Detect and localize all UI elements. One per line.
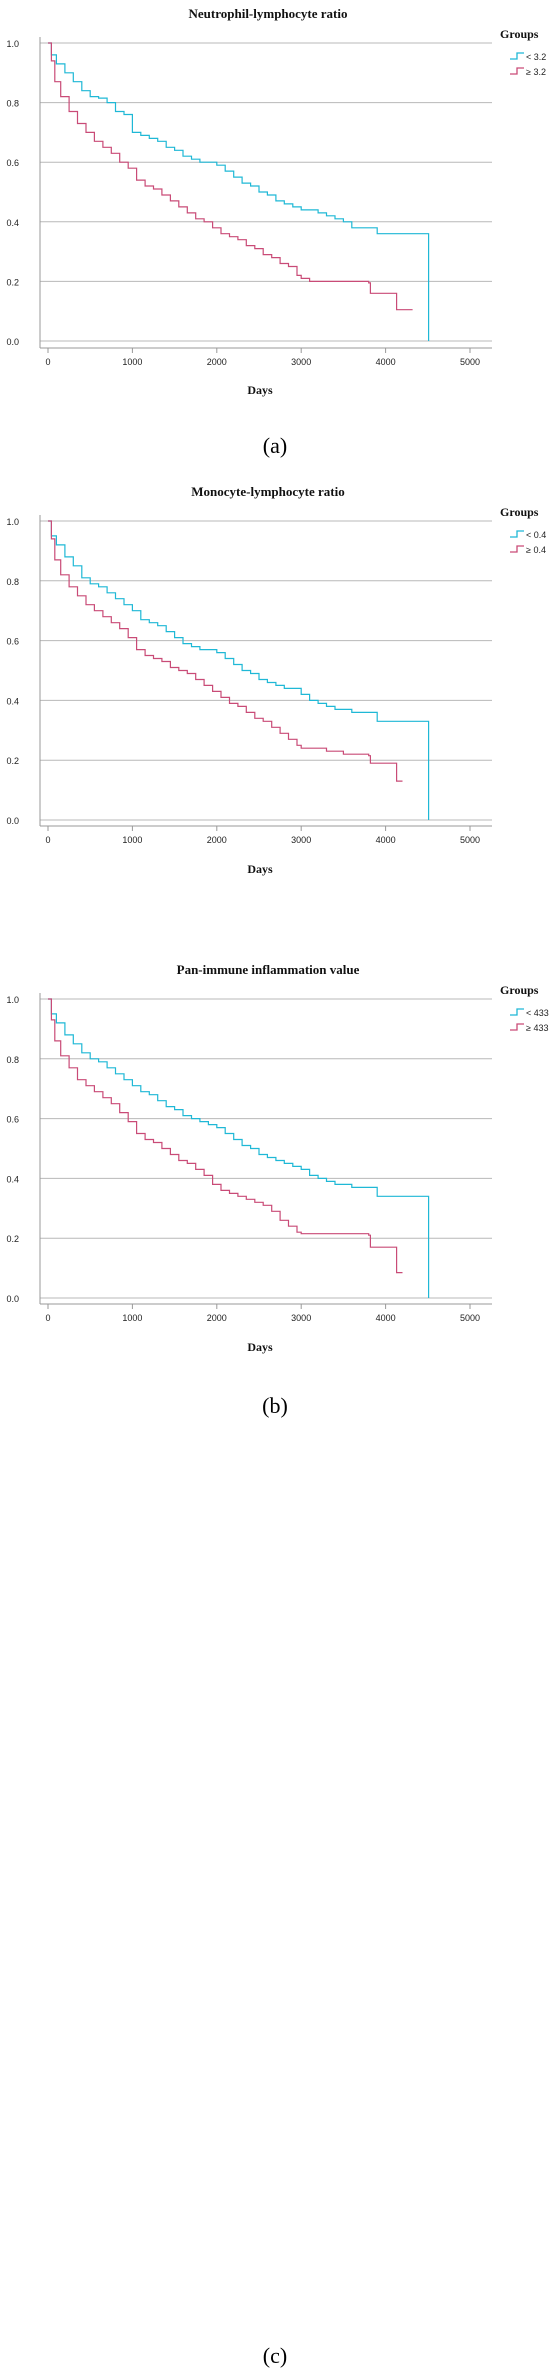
chart-title-c: Pan-immune inflammation value xyxy=(177,962,360,977)
y-tick-label: 0.6 xyxy=(6,637,19,647)
y-tick-label: 0.4 xyxy=(6,1174,19,1184)
legend-swatch xyxy=(510,530,524,538)
y-tick-label: 0.0 xyxy=(6,816,19,826)
x-tick-label: 5000 xyxy=(460,1313,480,1323)
legend-title: Groups xyxy=(500,505,539,519)
legend-label: ≥ 0.4 xyxy=(526,545,546,555)
panel-caption-b: (b) xyxy=(262,1393,288,1418)
km-chart-c: Pan-immune inflammation value 0.0 0.2 0.4 0.… xyxy=(6,962,549,1354)
legend-label: < 3.2 xyxy=(526,52,546,62)
legend-title: Groups xyxy=(500,27,539,41)
legend-swatch xyxy=(510,545,524,553)
y-tick-label: 0.8 xyxy=(6,99,19,109)
survival-curve-low xyxy=(48,42,430,341)
x-axis-label: Days xyxy=(247,862,273,876)
y-tick-label: 0.8 xyxy=(6,577,19,587)
legend-swatch xyxy=(510,1023,524,1031)
x-tick-label: 0 xyxy=(45,835,50,845)
legend-title: Groups xyxy=(500,983,539,997)
y-tick-label: 1.0 xyxy=(6,39,19,49)
x-tick-label: 4000 xyxy=(376,357,396,367)
x-tick-label: 5000 xyxy=(460,835,480,845)
panel-caption-c: (c) xyxy=(262,2343,288,2368)
x-tick-label: 2000 xyxy=(207,357,227,367)
y-tick-label: 0.2 xyxy=(6,756,19,766)
x-tick-label: 0 xyxy=(45,1313,50,1323)
x-axis-label: Days xyxy=(247,1340,273,1354)
km-panel-c: Pan-immune inflammation value 0.0 0.2 0.4 0.… xyxy=(0,956,550,2368)
survival-curve-low xyxy=(48,998,430,1298)
x-tick-label: 3000 xyxy=(291,835,311,845)
legend-swatch xyxy=(510,1008,524,1016)
x-axis-label: Days xyxy=(247,383,273,397)
y-tick-label: 0.2 xyxy=(6,1234,19,1244)
chart-title-a: Neutrophil-lymphocyte ratio xyxy=(189,6,348,21)
km-panel-a: Neutrophil-lymphocyte ratio 0.0 0.2 0.4 0.6 0… xyxy=(0,0,550,458)
km-chart-b: Monocyte-lymphocyte ratio 0.0 0.2 0.4 0.6 0.8… xyxy=(6,484,546,876)
survival-curve-low xyxy=(48,520,430,820)
x-tick-label: 1000 xyxy=(122,835,142,845)
legend-swatch xyxy=(510,52,524,60)
y-tick-label: 0.4 xyxy=(6,696,19,706)
x-tick-label: 2000 xyxy=(207,835,227,845)
y-tick-label: 0.2 xyxy=(6,277,19,287)
survival-curve-high xyxy=(48,520,403,782)
y-tick-label: 1.0 xyxy=(6,517,19,527)
x-tick-label: 3000 xyxy=(291,357,311,367)
y-tick-label: 0.0 xyxy=(6,337,19,347)
legend-label: ≥ 433 xyxy=(526,1023,548,1033)
legend-swatch xyxy=(510,67,524,75)
x-tick-label: 4000 xyxy=(376,835,396,845)
km-panel-b: Monocyte-lymphocyte ratio 0.0 0.2 0.4 0.6 0.8… xyxy=(0,478,550,1418)
x-tick-label: 2000 xyxy=(207,1313,227,1323)
y-tick-label: 0.0 xyxy=(6,1294,19,1304)
legend-label: < 0.4 xyxy=(526,530,546,540)
panel-caption-a: (a) xyxy=(262,433,288,458)
y-tick-label: 0.8 xyxy=(6,1055,19,1065)
legend-label: < 433 xyxy=(526,1008,549,1018)
y-tick-label: 0.6 xyxy=(6,1115,19,1125)
chart-title-b: Monocyte-lymphocyte ratio xyxy=(191,484,344,499)
km-chart-a: Neutrophil-lymphocyte ratio 0.0 0.2 0.4 0.6 0… xyxy=(6,6,546,397)
legend-label: ≥ 3.2 xyxy=(526,67,546,77)
x-tick-label: 3000 xyxy=(291,1313,311,1323)
survival-curve-high xyxy=(48,42,413,311)
y-tick-label: 0.4 xyxy=(6,218,19,228)
y-tick-label: 1.0 xyxy=(6,995,19,1005)
x-tick-label: 0 xyxy=(45,357,50,367)
x-tick-label: 1000 xyxy=(122,1313,142,1323)
x-tick-label: 5000 xyxy=(460,357,480,367)
y-tick-label: 0.6 xyxy=(6,158,19,168)
x-tick-label: 4000 xyxy=(376,1313,396,1323)
survival-curve-high xyxy=(48,998,403,1274)
x-tick-label: 1000 xyxy=(122,357,142,367)
